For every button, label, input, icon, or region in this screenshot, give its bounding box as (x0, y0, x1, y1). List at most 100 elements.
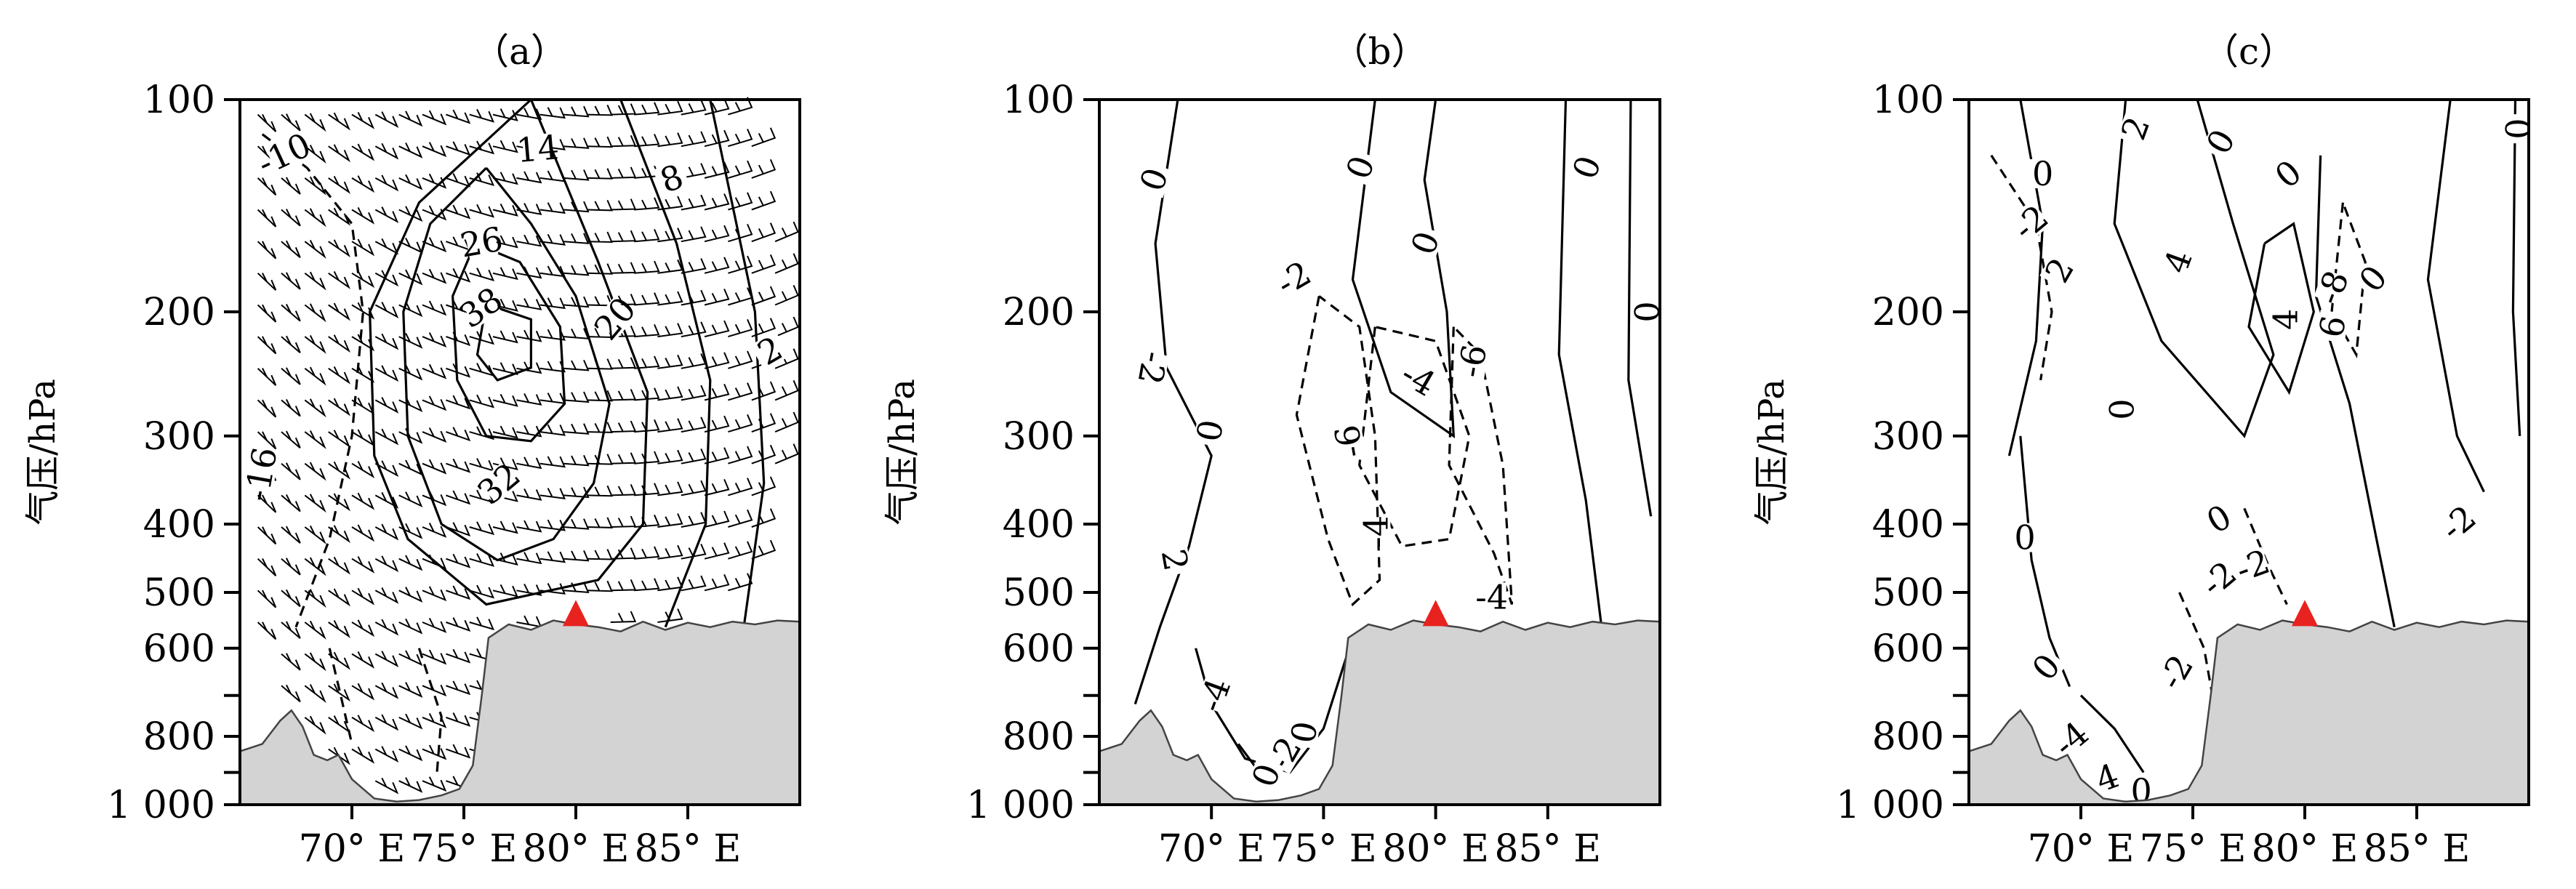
wind-barb (398, 682, 423, 698)
wind-barb (374, 428, 399, 446)
wind-barb (281, 240, 301, 259)
wind-barb (422, 712, 447, 728)
y-axis: 100 200 300 400 500 600 800 1 000 气压/hPa (882, 79, 1099, 827)
wind-barb (492, 520, 518, 534)
wind-barb (681, 258, 707, 274)
wind-barb (492, 108, 518, 121)
station-marker (1422, 600, 1449, 627)
wind-barb (328, 302, 350, 321)
wind-barb (328, 588, 350, 607)
wind-barb (398, 396, 423, 413)
contour-line (2511, 99, 2521, 436)
wind-barb (398, 459, 423, 476)
wind-barb (728, 541, 753, 560)
wind-barb (398, 523, 423, 539)
x-tick-label: 75° E (411, 827, 518, 871)
wind-barb (328, 651, 350, 670)
wind-barb (328, 461, 350, 480)
wind-barb (304, 145, 326, 164)
contour-line-negative (261, 133, 365, 628)
contour-label-bg (2352, 258, 2394, 299)
contour-line (619, 99, 712, 628)
contour-label-bg (594, 297, 636, 339)
wind-barb (257, 526, 277, 545)
wind-barb (328, 620, 350, 638)
wind-barb (374, 682, 399, 699)
wind-barb (351, 715, 375, 733)
wind-barb (704, 447, 730, 464)
terrain (238, 619, 801, 806)
panel-label: （a） (473, 31, 567, 73)
y-tick-label: 600 (1003, 627, 1075, 671)
wind-barb (257, 177, 277, 196)
wind-barb (398, 491, 423, 508)
wind-barb (492, 393, 518, 407)
wind-barb (257, 113, 277, 132)
y-tick-label: 500 (143, 571, 215, 615)
wind-barb (751, 444, 777, 464)
wind-barb (539, 170, 566, 182)
wind-barb (587, 168, 613, 180)
wind-barb (492, 298, 518, 312)
contour-label: -16 (237, 444, 285, 504)
contour-label-bg (1332, 424, 1366, 459)
wind-barb (304, 715, 326, 735)
wind-barb (281, 684, 301, 703)
contour-label-bg (2028, 158, 2058, 188)
x-tick-label: 85° E (635, 827, 742, 871)
x-tick-label: 70° E (1158, 827, 1265, 871)
wind-barb (446, 331, 471, 347)
wind-barb (469, 394, 495, 409)
contour-line (402, 166, 611, 562)
wind-barb (374, 238, 399, 255)
y-axis-label: 气压/hPa (1752, 379, 1792, 526)
wind-barb (422, 618, 447, 633)
wind-barb (587, 136, 613, 148)
contour-label-bg (653, 160, 691, 198)
wind-barb (681, 99, 707, 116)
x-tick-label: 80° E (523, 827, 630, 871)
wind-barb (728, 192, 753, 211)
wind-barb (681, 448, 707, 464)
wind-barb (257, 558, 277, 576)
wind-barb (304, 462, 326, 481)
wind-barb (728, 319, 753, 338)
wind-barb (328, 525, 350, 544)
wind-barb (634, 324, 660, 338)
contour-label: 0 (2103, 399, 2142, 420)
wind-barb (657, 386, 683, 401)
wind-barb (469, 108, 495, 123)
wind-barb (539, 519, 566, 531)
wind-barb (398, 555, 423, 571)
wind-barb (774, 253, 799, 274)
wind-barb (634, 419, 660, 433)
y-tick-label: 800 (143, 715, 215, 759)
contour-line-negative (1295, 295, 1381, 607)
wind-barb (304, 335, 326, 354)
contour-label-bg (1193, 414, 1227, 448)
contour-label-bg (1455, 344, 1490, 378)
wind-barb (351, 206, 375, 225)
wind-barb (610, 166, 637, 179)
wind-barb (492, 362, 518, 376)
plot-frame (238, 98, 801, 806)
wind-barb (751, 381, 777, 401)
wind-barb (304, 271, 326, 291)
wind-barb (374, 460, 399, 478)
wind-barb (704, 193, 730, 211)
wind-barb (422, 744, 447, 760)
wind-barb (704, 98, 730, 116)
wind-barb (774, 411, 799, 433)
wind-barb (374, 619, 399, 636)
wind-barb (257, 209, 277, 228)
wind-barb (422, 776, 447, 792)
contour-label-bg (521, 133, 554, 165)
contour-label: 38 (452, 279, 510, 336)
wind-barb (398, 110, 423, 127)
wind-barb (398, 142, 423, 158)
wind-barb (634, 229, 660, 243)
wind-barb (516, 266, 542, 279)
wind-barb (728, 224, 753, 243)
wind-barb (374, 397, 399, 414)
wind-barb (446, 268, 471, 283)
